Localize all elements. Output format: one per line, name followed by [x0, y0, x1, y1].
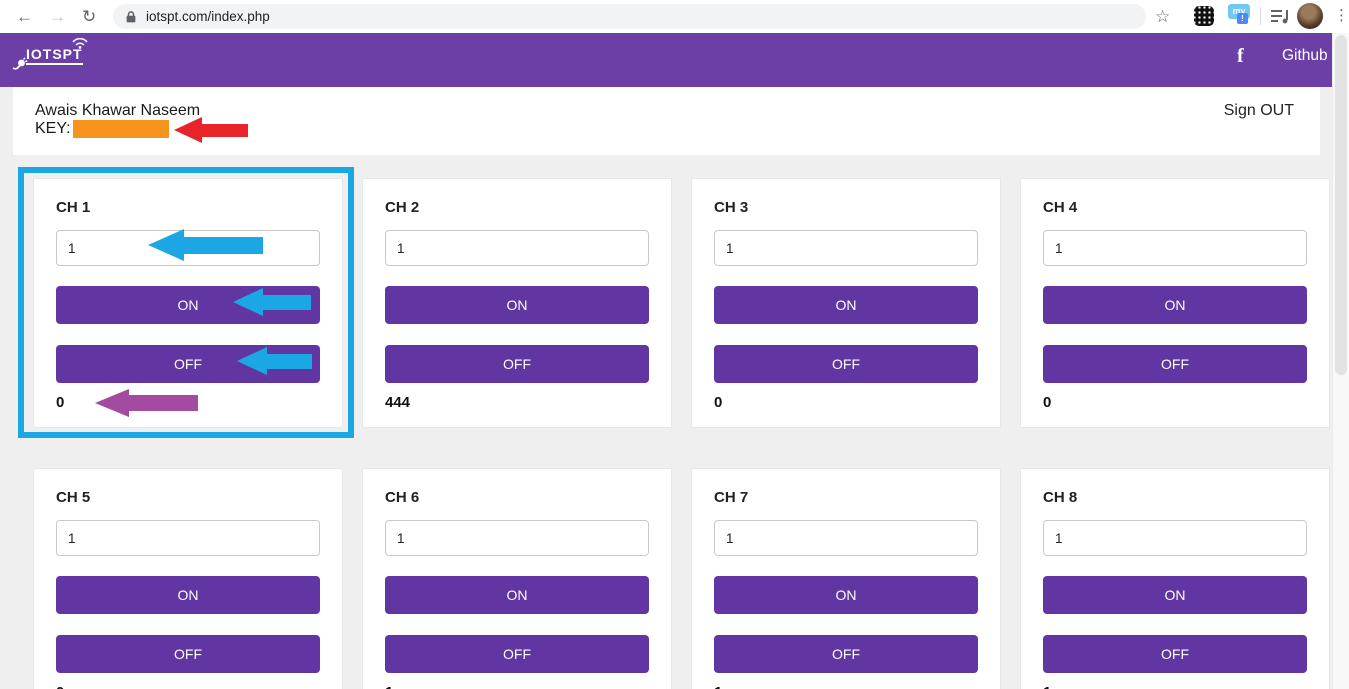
channel-off-button[interactable]: OFF — [56, 345, 320, 383]
channel-grid: CH 1 ON OFF 0 CH 2 ON OFF 444 CH 3 ON OF… — [33, 178, 1330, 689]
channel-on-button[interactable]: ON — [1043, 286, 1307, 324]
refresh-icon[interactable]: ↻ — [82, 7, 97, 26]
channel-title: CH 2 — [385, 199, 420, 216]
channel-value-input[interactable] — [56, 520, 320, 556]
wifi-icon — [71, 37, 88, 49]
scrollbar[interactable] — [1332, 33, 1349, 689]
bookmark-star-icon[interactable]: ☆ — [1155, 7, 1171, 26]
channel-card-2: CH 2 ON OFF 444 — [362, 178, 672, 428]
chrome-menu-icon[interactable]: ⋮ — [1334, 7, 1349, 24]
chrome-separator — [1260, 7, 1261, 25]
scrollbar-thumb[interactable] — [1335, 35, 1347, 375]
channel-card-6: CH 6 ON OFF 1 — [362, 468, 672, 689]
channel-card-3: CH 3 ON OFF 0 — [691, 178, 1001, 428]
channel-title: CH 7 — [714, 489, 749, 506]
logo-text: IOTSPT — [26, 46, 83, 65]
channel-title: CH 3 — [714, 199, 749, 216]
channel-off-button[interactable]: OFF — [1043, 345, 1307, 383]
channel-value-input[interactable] — [1043, 520, 1307, 556]
channel-off-button[interactable]: OFF — [385, 635, 649, 673]
forward-icon[interactable]: → — [49, 7, 66, 26]
channel-title: CH 8 — [1043, 489, 1078, 506]
channel-value-input[interactable] — [56, 230, 320, 266]
channel-title: CH 6 — [385, 489, 420, 506]
address-bar[interactable]: iotspt.com/index.php — [113, 4, 1146, 29]
channel-status: 1 — [1043, 684, 1307, 689]
user-name: Awais Khawar Naseem — [35, 102, 201, 119]
chat-extension-badge: ! — [1237, 13, 1248, 24]
channel-off-button[interactable]: OFF — [714, 345, 978, 383]
channel-title: CH 4 — [1043, 199, 1078, 216]
channel-status: 0 — [714, 394, 723, 411]
channel-status: 0 — [56, 394, 65, 411]
key-redaction-box — [72, 120, 169, 138]
channel-value-input[interactable] — [385, 520, 649, 556]
channel-on-button[interactable]: ON — [56, 576, 320, 614]
channel-card-4: CH 4 ON OFF 0 — [1020, 178, 1330, 428]
site-header: IOTSPT — [0, 33, 1332, 87]
music-queue-icon[interactable] — [1270, 8, 1292, 25]
channel-card-1: CH 1 ON OFF 0 — [33, 178, 343, 428]
bbm-extension-icon[interactable] — [1194, 6, 1214, 26]
channel-title: CH 5 — [56, 489, 91, 506]
browser-chrome: ← → ↻ iotspt.com/index.php ☆ my ! ⋮ — [0, 0, 1349, 33]
chat-extension-icon[interactable]: my ! — [1228, 4, 1250, 24]
lock-icon — [126, 10, 136, 22]
channel-off-button[interactable]: OFF — [1043, 635, 1307, 673]
channel-off-button[interactable]: OFF — [56, 635, 320, 673]
channel-off-button[interactable]: OFF — [714, 635, 978, 673]
channel-on-button[interactable]: ON — [714, 286, 978, 324]
back-icon[interactable]: ← — [16, 7, 33, 26]
channel-status: 0 — [56, 684, 320, 689]
channel-on-button[interactable]: ON — [56, 286, 320, 324]
channel-status: 444 — [385, 394, 411, 411]
channel-card-5: CH 5 ON OFF 0 — [33, 468, 343, 689]
channel-on-button[interactable]: ON — [385, 286, 649, 324]
key-row: KEY: — [35, 120, 169, 138]
key-label: KEY: — [35, 120, 71, 137]
channel-value-input[interactable] — [1043, 230, 1307, 266]
channel-value-input[interactable] — [714, 230, 978, 266]
facebook-icon[interactable]: f — [1237, 45, 1244, 67]
url-text: iotspt.com/index.php — [146, 9, 270, 24]
channel-value-input[interactable] — [714, 520, 978, 556]
plug-icon — [12, 57, 28, 70]
chat-extension-label: my — [1232, 6, 1246, 16]
user-bar: Awais Khawar Naseem KEY: Sign OUT — [13, 87, 1320, 155]
channel-value-input[interactable] — [385, 230, 649, 266]
channel-off-button[interactable]: OFF — [385, 345, 649, 383]
channel-status: 1 — [385, 684, 649, 689]
channel-status: 0 — [1043, 394, 1052, 411]
channel-card-7: CH 7 ON OFF 1 — [691, 468, 1001, 689]
sign-out-link[interactable]: Sign OUT — [1223, 102, 1294, 119]
channel-on-button[interactable]: ON — [714, 576, 978, 614]
channel-status: 1 — [714, 684, 978, 689]
github-link[interactable]: Github — [1282, 47, 1328, 64]
profile-avatar[interactable] — [1297, 3, 1323, 29]
logo[interactable]: IOTSPT — [12, 37, 88, 70]
channel-on-button[interactable]: ON — [1043, 576, 1307, 614]
channel-on-button[interactable]: ON — [385, 576, 649, 614]
channel-card-8: CH 8 ON OFF 1 — [1020, 468, 1330, 689]
channel-title: CH 1 — [56, 199, 91, 216]
